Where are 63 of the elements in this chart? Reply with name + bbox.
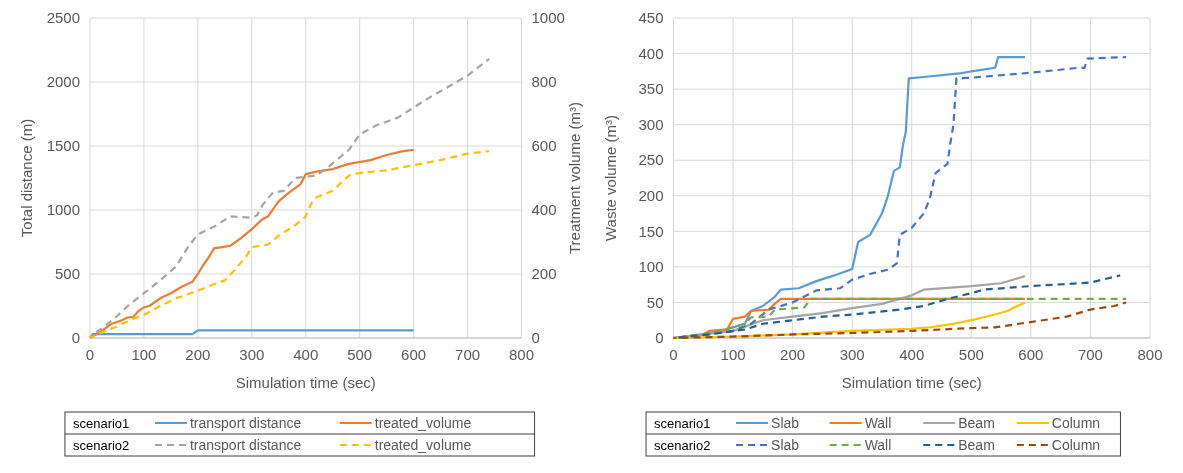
legend-label: transport distance: [189, 415, 302, 431]
y-tick-label: 250: [638, 151, 664, 169]
y-tick-label: 500: [54, 265, 80, 283]
x-axis-title: Simulation time (sec): [235, 374, 376, 391]
y-tick-label: 350: [638, 80, 664, 98]
y-tick-label: 150: [638, 222, 664, 240]
x-tick-label: 600: [1018, 346, 1044, 363]
y-tick-label: 2000: [46, 73, 80, 91]
y-tick-label: 300: [638, 115, 664, 133]
y2-axis-title: Treatment volume (m³): [565, 102, 583, 254]
y2-tick-label: 1000: [531, 9, 565, 27]
x-tick-label: 400: [899, 346, 925, 363]
x-tick-label: 300: [839, 346, 865, 363]
y2-tick-label: 400: [531, 201, 557, 219]
x-tick-label: 300: [239, 346, 265, 363]
y2-tick-label: 600: [531, 137, 557, 155]
x-tick-label: 700: [1077, 346, 1103, 363]
y-tick-label: 2500: [46, 9, 80, 27]
x-tick-label: 0: [669, 346, 678, 363]
x-tick-label: 400: [293, 346, 319, 363]
x-tick-label: 200: [185, 346, 211, 363]
legend-label: Column: [1051, 415, 1101, 431]
y-tick-label: 1000: [46, 201, 80, 219]
legend-label: Slab: [771, 415, 800, 431]
x-tick-label: 700: [455, 346, 481, 363]
y2-tick-label: 0: [531, 329, 540, 347]
y-tick-label: 450: [638, 9, 664, 27]
legend-label: transport distance: [189, 437, 302, 453]
legend-label: Column: [1051, 437, 1101, 453]
legend-label: Wall: [864, 415, 892, 431]
text: scenario1: [654, 416, 711, 431]
y2-tick-label: 800: [531, 73, 557, 91]
legend-label: Beam: [958, 437, 995, 453]
legend-label: treated_volume: [374, 415, 472, 431]
legend-label: Slab: [771, 437, 800, 453]
x-axis-title: Simulation time (sec): [841, 374, 982, 391]
x-tick-label: 800: [1137, 346, 1163, 363]
line-series: [88, 150, 491, 340]
x-tick-label: 100: [131, 346, 157, 363]
y-tick-label: 50: [646, 293, 664, 311]
x-tick-label: 500: [958, 346, 984, 363]
line-series: [88, 57, 491, 340]
x-tick-label: 200: [780, 346, 806, 363]
y-tick-label: 400: [638, 44, 664, 62]
text: scenario2: [72, 438, 130, 453]
y-tick-label: 0: [71, 329, 80, 347]
x-tick-label: 600: [401, 346, 427, 363]
legend-label: treated_volume: [374, 437, 472, 453]
text: scenario1: [72, 416, 130, 431]
legend-label: Wall: [864, 437, 892, 453]
y2-tick-label: 200: [531, 265, 557, 283]
y-axis-title: Waste volume (m³): [601, 114, 619, 242]
text: scenario2: [654, 438, 711, 453]
x-tick-label: 0: [85, 346, 95, 363]
x-tick-label: 800: [508, 346, 535, 363]
legend-label: Beam: [958, 415, 995, 431]
y-axis-title: Total distance (m): [18, 118, 35, 238]
x-tick-label: 100: [720, 346, 746, 363]
x-tick-label: 500: [347, 346, 373, 363]
y-tick-label: 0: [655, 329, 664, 347]
y-tick-label: 1500: [46, 137, 80, 155]
y-tick-label: 200: [638, 187, 664, 205]
y-tick-label: 100: [638, 258, 664, 276]
